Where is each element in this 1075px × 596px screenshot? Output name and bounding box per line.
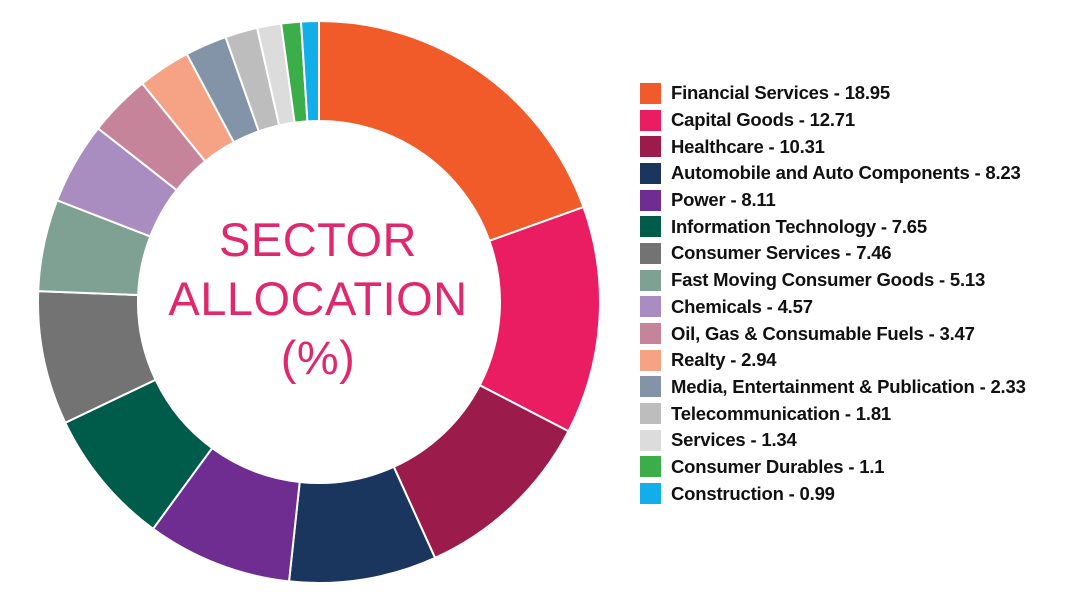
donut-chart bbox=[37, 19, 601, 584]
legend-item: Consumer Services - 7.46 bbox=[640, 240, 1070, 267]
legend-swatch bbox=[640, 483, 661, 505]
legend-swatch bbox=[640, 216, 661, 238]
legend-swatch bbox=[640, 456, 661, 478]
legend-label: Oil, Gas & Consumable Fuels - 3.47 bbox=[671, 322, 975, 344]
legend-item: Power - 8.11 bbox=[640, 187, 1070, 214]
legend-label: Consumer Services - 7.46 bbox=[671, 242, 892, 264]
legend-label: Fast Moving Consumer Goods - 5.13 bbox=[671, 269, 986, 291]
legend-label: Information Technology - 7.65 bbox=[671, 215, 927, 237]
legend-item: Media, Entertainment & Publication - 2.3… bbox=[640, 374, 1070, 401]
chart-center-title: SECTOR ALLOCATION (%) bbox=[138, 210, 498, 387]
legend-label: Telecommunication - 1.81 bbox=[671, 402, 892, 424]
legend-label: Media, Entertainment & Publication - 2.3… bbox=[671, 375, 1026, 397]
legend-swatch bbox=[640, 109, 661, 131]
legend-item: Fast Moving Consumer Goods - 5.13 bbox=[640, 267, 1070, 294]
legend-label: Consumer Durables - 1.1 bbox=[671, 455, 885, 477]
legend-swatch bbox=[640, 136, 661, 158]
legend-swatch bbox=[640, 269, 661, 291]
legend-item: Capital Goods - 12.71 bbox=[640, 107, 1070, 134]
legend-swatch bbox=[640, 323, 661, 345]
center-title-line-3: (%) bbox=[280, 331, 356, 384]
legend-item: Information Technology - 7.65 bbox=[640, 213, 1070, 240]
legend-label: Power - 8.11 bbox=[671, 189, 776, 211]
legend-swatch bbox=[640, 429, 661, 451]
chart-legend: Financial Services - 18.95 Capital Goods … bbox=[640, 80, 1070, 507]
legend-label: Services - 1.34 bbox=[671, 429, 797, 451]
legend-item: Automobile and Auto Components - 8.23 bbox=[640, 160, 1070, 187]
legend-swatch bbox=[640, 242, 661, 264]
legend-swatch bbox=[640, 376, 661, 398]
legend-label: Capital Goods - 12.71 bbox=[671, 109, 855, 131]
legend-swatch bbox=[640, 162, 661, 184]
legend-item: Oil, Gas & Consumable Fuels - 3.47 bbox=[640, 320, 1070, 347]
legend-swatch bbox=[640, 403, 661, 425]
legend-item: Construction - 0.99 bbox=[640, 480, 1070, 507]
legend-label: Construction - 0.99 bbox=[671, 482, 835, 504]
legend-label: Chemicals - 4.57 bbox=[671, 295, 813, 317]
legend-swatch bbox=[640, 189, 661, 211]
legend-label: Automobile and Auto Components - 8.23 bbox=[671, 162, 1021, 184]
legend-swatch bbox=[640, 82, 661, 104]
center-title-line-2: ALLOCATION bbox=[168, 272, 468, 325]
center-title-line-1: SECTOR bbox=[219, 213, 417, 266]
legend-item: Financial Services - 18.95 bbox=[640, 80, 1070, 107]
legend-item: Services - 1.34 bbox=[640, 427, 1070, 454]
legend-label: Healthcare - 10.31 bbox=[671, 135, 825, 157]
legend-swatch bbox=[640, 349, 661, 371]
legend-item: Telecommunication - 1.81 bbox=[640, 400, 1070, 427]
legend-label: Financial Services - 18.95 bbox=[671, 82, 890, 104]
donut-slice bbox=[299, 19, 320, 123]
legend-label: Realty - 2.94 bbox=[671, 349, 777, 371]
donut-slice bbox=[318, 19, 585, 243]
legend-item: Consumer Durables - 1.1 bbox=[640, 454, 1070, 481]
legend-item: Healthcare - 10.31 bbox=[640, 133, 1070, 160]
legend-item: Chemicals - 4.57 bbox=[640, 294, 1070, 321]
legend-item: Realty - 2.94 bbox=[640, 347, 1070, 374]
legend-swatch bbox=[640, 296, 661, 318]
